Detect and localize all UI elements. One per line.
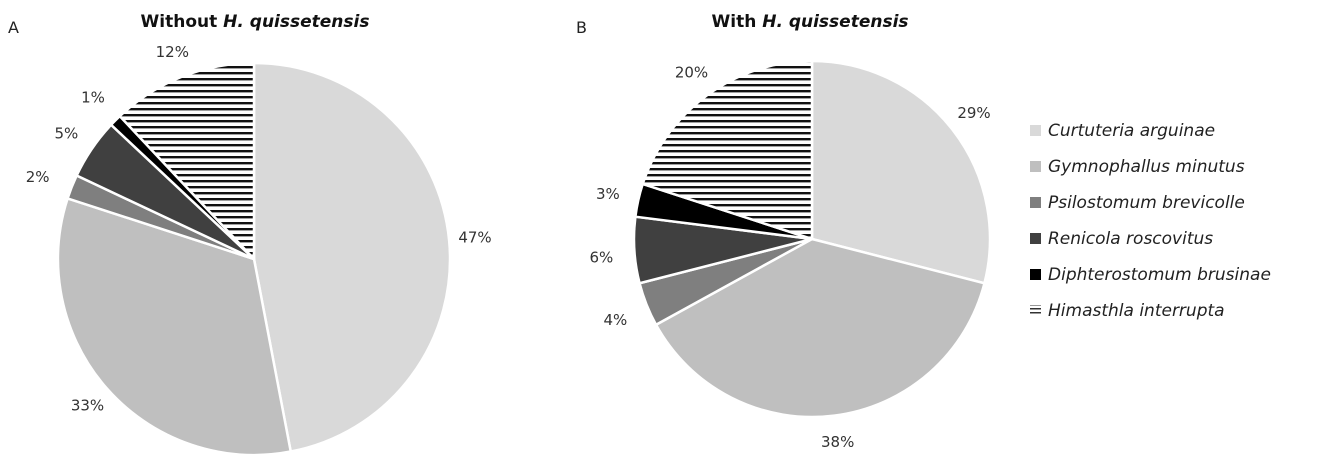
legend-label-1: Gymnophallus minutus [1048, 157, 1245, 177]
legend-swatch-2 [1030, 197, 1041, 208]
pie-b-slices [632, 59, 992, 419]
pie-a-slices [56, 61, 452, 455]
chart-title-b: With H. quissetensis [711, 12, 908, 32]
pie-a-slice-5 [118, 61, 256, 263]
panel-letter-a: A [8, 18, 19, 37]
pie-b-labels: 29% 38% 4% 6% 3% 20% [590, 64, 991, 451]
panel-letter-b: B [576, 18, 587, 37]
pie-a-label-2: 2% [26, 168, 50, 186]
pie-b-label-4: 3% [596, 185, 620, 203]
legend-swatch-3 [1030, 233, 1041, 244]
pie-b-slice-1 [654, 237, 986, 419]
legend-swatch-0 [1030, 125, 1041, 136]
pie-a-label-3: 5% [55, 125, 79, 143]
pie-a-label-1: 33% [71, 396, 104, 414]
legend-label-2: Psilostomum brevicolle [1048, 193, 1245, 213]
legend-swatch-5 [1030, 305, 1041, 316]
chart-title-b-prefix: With [711, 12, 762, 32]
panel-b: B With H. quissetensis 29% 38% 4% 6% 3% 20% [576, 12, 992, 451]
legend-label-5: Himasthla interrupta [1048, 301, 1225, 321]
legend-swatch-4 [1030, 269, 1041, 280]
pie-b-label-3: 6% [590, 248, 614, 266]
chart-title-a: Without H. quissetensis [141, 12, 370, 32]
legend-label-4: Diphterostomum brusinae [1048, 265, 1271, 285]
chart-title-b-italic: H. quissetensis [762, 12, 908, 32]
pie-a-slice-1 [56, 196, 293, 455]
panel-a: A Without H. quissetensis 47% 33% 2% 5%1% 12… [8, 12, 492, 455]
chart-title-a-prefix: Without [141, 12, 224, 32]
chart-title-a-italic: H. quissetensis [223, 12, 369, 32]
pie-b-label-2: 4% [604, 311, 628, 329]
pie-b-slice-5 [641, 59, 814, 241]
pie-a-label-0: 47% [458, 229, 491, 247]
pie-a-label-4: 1% [81, 89, 105, 107]
legend-swatch-1 [1030, 161, 1041, 172]
legend-label-3: Renicola roscovitus [1048, 229, 1213, 249]
legend: Curtuteria arguinae Gymnophallus minutus P… [1030, 121, 1271, 321]
legend-label-0: Curtuteria arguinae [1048, 121, 1215, 141]
pie-b-slice-0 [810, 59, 992, 285]
pie-b-label-0: 29% [957, 104, 990, 122]
pie-b-label-5: 20% [675, 64, 708, 82]
pie-a-labels: 47% 33% 2% 5%1% 12% [26, 43, 492, 414]
pie-a-slice-0 [252, 61, 452, 453]
pie-a-label-5: 12% [156, 43, 189, 61]
pie-b-label-1: 38% [821, 433, 854, 451]
